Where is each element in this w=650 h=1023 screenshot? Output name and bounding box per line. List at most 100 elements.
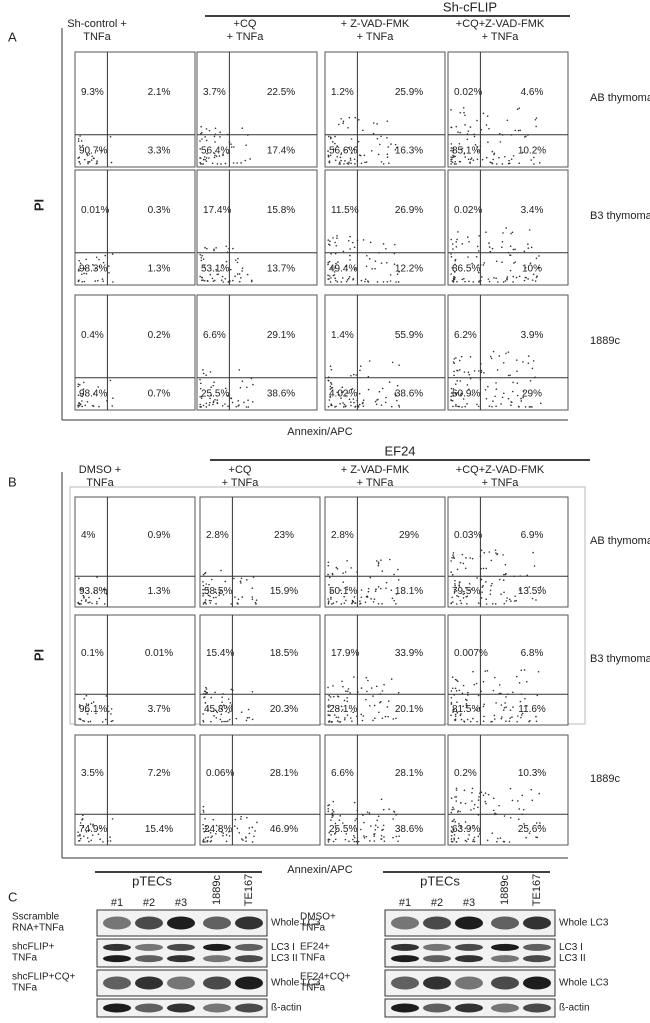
event-dot — [202, 573, 205, 576]
event-dot — [365, 698, 367, 701]
event-dot — [509, 787, 512, 790]
band-label: LC3 I — [271, 942, 295, 953]
event-dot — [479, 279, 482, 282]
event-dot — [359, 365, 362, 367]
event-dot — [236, 261, 239, 264]
band — [167, 943, 195, 951]
event-dot — [358, 119, 360, 121]
event-dot — [82, 826, 85, 829]
event-dot — [495, 260, 498, 263]
event-dot — [379, 587, 382, 590]
event-dot — [84, 706, 87, 708]
event-dot — [376, 819, 379, 822]
event-dot — [515, 675, 518, 678]
event-dot — [248, 716, 250, 719]
lane-label: #3 — [175, 897, 187, 909]
band — [423, 976, 451, 990]
event-dot — [517, 129, 520, 132]
quadrant-ll: 81.5% — [452, 704, 480, 715]
event-dot — [87, 162, 89, 165]
plot-frame — [324, 294, 446, 411]
event-dot — [216, 711, 219, 714]
event-dot — [498, 156, 500, 159]
event-dot — [211, 277, 214, 280]
plot-frame — [447, 614, 569, 726]
quadrant-ur: 26.9% — [395, 205, 423, 216]
event-dot — [95, 256, 98, 259]
quadrant-ur: 0.2% — [148, 330, 171, 341]
plot-frame — [447, 51, 569, 168]
event-dot — [81, 273, 83, 276]
event-dot — [357, 406, 360, 408]
event-dot — [475, 255, 478, 258]
event-dot — [349, 159, 352, 161]
event-dot — [462, 398, 465, 400]
event-dot — [200, 256, 203, 259]
quadrant-ll: 24.8% — [204, 824, 232, 835]
event-dot — [212, 818, 215, 821]
event-dot — [452, 147, 454, 149]
event-dot — [374, 400, 377, 403]
event-dot — [79, 837, 82, 840]
event-dot — [492, 797, 495, 800]
event-dot — [393, 243, 396, 246]
event-dot — [501, 134, 504, 136]
event-dot — [398, 404, 400, 407]
quadrant-ur: 29% — [399, 530, 419, 541]
event-dot — [505, 572, 507, 575]
event-dot — [501, 261, 503, 263]
event-dot — [79, 403, 82, 405]
event-dot — [459, 826, 462, 828]
event-dot — [527, 243, 529, 246]
quadrant-ur: 33.9% — [395, 648, 423, 659]
event-dot — [346, 700, 349, 703]
event-dot — [475, 682, 478, 685]
band — [491, 976, 519, 990]
event-dot — [89, 601, 91, 603]
event-dot — [243, 401, 245, 404]
event-dot — [340, 117, 343, 120]
event-dot — [484, 670, 487, 672]
quadrant-ul: 1.4% — [331, 330, 354, 341]
event-dot — [533, 163, 535, 165]
event-dot — [89, 823, 92, 825]
event-dot — [528, 720, 530, 723]
event-dot — [347, 392, 349, 395]
blot-box — [384, 938, 556, 968]
event-dot — [463, 371, 466, 373]
event-dot — [380, 700, 382, 703]
event-dot — [450, 714, 452, 717]
quadrant-ul: 9.3% — [81, 87, 104, 98]
event-dot — [78, 401, 80, 404]
event-dot — [79, 822, 82, 824]
event-dot — [528, 832, 531, 835]
event-dot — [477, 271, 480, 274]
event-dot — [478, 235, 481, 237]
event-dot — [394, 143, 397, 146]
event-dot — [386, 153, 389, 156]
event-dot — [472, 824, 475, 827]
event-dot — [200, 162, 202, 165]
event-dot — [351, 720, 353, 722]
event-dot — [248, 832, 251, 835]
event-dot — [96, 600, 98, 603]
event-dot — [108, 710, 110, 713]
event-dot — [451, 573, 454, 576]
event-dot — [527, 355, 530, 357]
event-dot — [329, 365, 332, 368]
event-dot — [382, 243, 385, 245]
event-dot — [364, 280, 366, 283]
event-dot — [492, 809, 495, 812]
event-dot — [458, 581, 461, 584]
event-dot — [96, 279, 99, 282]
event-dot — [450, 392, 453, 394]
plot-frame — [74, 734, 196, 846]
event-dot — [202, 809, 205, 812]
event-dot — [451, 808, 453, 811]
event-dot — [340, 159, 342, 162]
event-dot — [375, 403, 378, 406]
event-dot — [452, 149, 454, 152]
event-dot — [221, 831, 223, 833]
event-dot — [397, 840, 399, 843]
event-dot — [351, 388, 354, 390]
